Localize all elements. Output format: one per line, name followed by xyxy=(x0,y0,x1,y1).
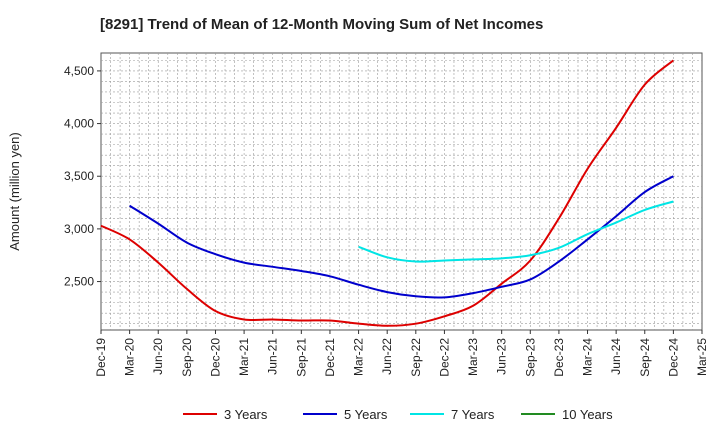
x-tick-label: Dec-24 xyxy=(666,338,680,377)
plot-area xyxy=(100,52,703,331)
x-tick-label: Mar-22 xyxy=(352,338,366,376)
x-tick-label: Mar-21 xyxy=(237,338,251,376)
x-tick-label: Dec-23 xyxy=(552,338,566,377)
y-tick-label: 3,000 xyxy=(64,222,94,236)
y-axis-label: Amount (million yen) xyxy=(7,132,22,251)
y-tick-label: 3,500 xyxy=(64,169,94,183)
x-tick-label: Jun-23 xyxy=(495,338,509,375)
x-tick-label: Jun-24 xyxy=(609,338,623,375)
x-tick-label: Dec-19 xyxy=(94,338,108,377)
legend: 3 Years 5 Years 7 Years 10 Years xyxy=(183,407,613,422)
x-tick-label: Sep-23 xyxy=(523,338,537,377)
grid xyxy=(100,52,703,331)
series-line-7-years xyxy=(358,200,674,263)
x-tick-label: Sep-20 xyxy=(180,338,194,377)
chart-title: [8291] Trend of Mean of 12-Month Moving … xyxy=(100,16,544,33)
x-tick-label: Jun-22 xyxy=(380,338,394,375)
x-tick-label: Mar-24 xyxy=(581,338,595,376)
legend-label: 5 Years xyxy=(344,407,388,422)
series-lines xyxy=(100,59,675,327)
y-tick-label: 4,500 xyxy=(64,64,94,78)
legend-label: 3 Years xyxy=(224,407,268,422)
x-tick-label: Dec-22 xyxy=(437,338,451,377)
series-line-5-years xyxy=(129,175,674,299)
legend-label: 7 Years xyxy=(451,407,495,422)
x-tick-label: Dec-20 xyxy=(208,338,222,377)
x-tick-label: Mar-23 xyxy=(466,338,480,376)
y-tick-label: 2,500 xyxy=(64,275,94,289)
x-tick-label: Mar-25 xyxy=(695,338,709,376)
x-tick-label: Sep-22 xyxy=(409,338,423,377)
x-tick-label: Jun-21 xyxy=(266,338,280,375)
x-tick-label: Sep-24 xyxy=(638,338,652,377)
x-tick-label: Dec-21 xyxy=(323,338,337,377)
x-tick-label: Mar-20 xyxy=(123,338,137,376)
y-tick-label: 4,000 xyxy=(64,117,94,131)
x-tick-label: Sep-21 xyxy=(294,338,308,377)
axes: 2,500 3,000 3,500 4,000 4,500 Dec-19 Mar-20 Jun… xyxy=(7,64,709,377)
legend-label: 10 Years xyxy=(562,407,613,422)
x-tick-label: Jun-20 xyxy=(151,338,165,375)
series-line-3-years xyxy=(100,59,675,327)
